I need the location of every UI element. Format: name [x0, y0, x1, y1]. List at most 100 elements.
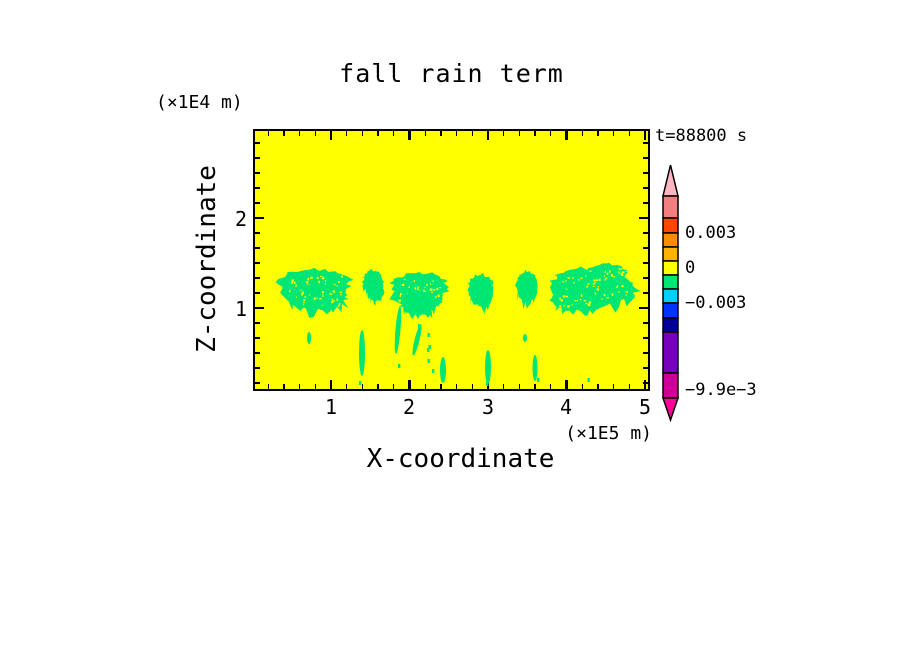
- field-speckle: [620, 272, 623, 274]
- tick-mark: [612, 384, 615, 389]
- field-speckle: [295, 296, 297, 298]
- tick-mark: [455, 384, 458, 389]
- field-speckle: [573, 282, 575, 284]
- colorbar-segment: [662, 288, 679, 304]
- field-speckle: [625, 291, 629, 293]
- field-speckle: [291, 282, 294, 284]
- field-speckle: [618, 271, 620, 274]
- field-speckle: [320, 275, 323, 277]
- field-speckle: [324, 279, 327, 282]
- field-speckle: [302, 291, 304, 294]
- tick-mark: [581, 131, 583, 136]
- tick-mark: [408, 380, 411, 389]
- fall-streak-dot: [428, 344, 431, 349]
- field-speckle: [404, 278, 406, 281]
- field-speckle: [604, 275, 605, 277]
- tick-mark: [534, 131, 536, 136]
- tick-mark: [440, 384, 442, 389]
- colorbar-segment: [662, 274, 679, 290]
- field-speckle: [576, 299, 578, 302]
- field-speckle: [331, 300, 334, 304]
- fall-streak: [307, 331, 312, 344]
- tick-mark: [639, 216, 648, 220]
- fall-streak: [394, 306, 402, 354]
- field-speckle: [565, 280, 567, 282]
- field-speckle: [595, 279, 598, 282]
- colorbar-tick-label: 0.003: [685, 223, 737, 243]
- field-speckle: [306, 281, 309, 284]
- tick-mark: [565, 131, 568, 140]
- colorbar-tick-label: −9.9e−3: [685, 380, 757, 400]
- field-speckle: [302, 303, 305, 306]
- field-speckle: [567, 305, 570, 308]
- field-speckle: [413, 280, 415, 283]
- tick-mark: [643, 157, 648, 159]
- tick-mark: [377, 131, 379, 136]
- tick-mark: [255, 367, 260, 369]
- tick-mark: [255, 202, 260, 204]
- field-speckle: [341, 275, 343, 278]
- tick-mark: [643, 202, 648, 204]
- tick-mark: [643, 247, 648, 249]
- tick-mark: [471, 131, 473, 136]
- tick-mark: [283, 384, 285, 389]
- tick-mark: [283, 131, 285, 136]
- colorbar-segment: [662, 246, 679, 262]
- field-speckle: [604, 270, 606, 273]
- tick-mark: [298, 131, 301, 136]
- tick-mark: [255, 157, 260, 159]
- tick-mark: [518, 131, 521, 136]
- tick-mark: [643, 380, 647, 389]
- tick-mark: [503, 131, 505, 136]
- colorbar-segment: [662, 372, 679, 399]
- x-tick-label: 3: [481, 395, 495, 419]
- field-speckle: [595, 282, 597, 284]
- anomaly-region: [582, 262, 628, 292]
- colorbar-segment: [661, 397, 680, 423]
- tick-mark: [314, 131, 316, 136]
- field-speckle: [594, 292, 597, 295]
- field-speckle: [332, 300, 335, 302]
- tick-mark: [440, 131, 442, 136]
- field-speckle: [429, 283, 431, 285]
- field-speckle: [559, 297, 561, 300]
- fall-streak-dot: [397, 363, 401, 368]
- tick-mark: [361, 131, 364, 136]
- field-speckle: [589, 270, 592, 272]
- field-speckle: [598, 278, 601, 282]
- plot-area: [253, 129, 650, 391]
- tick-mark: [534, 384, 536, 389]
- field-speckle: [609, 270, 611, 272]
- field-speckle: [408, 286, 410, 288]
- field-speckle: [620, 273, 624, 276]
- tick-mark: [503, 384, 505, 389]
- field-speckle: [586, 285, 588, 288]
- field-speckle: [308, 294, 310, 296]
- field-speckle: [583, 300, 587, 302]
- field-speckle: [437, 294, 440, 297]
- field-speckle: [319, 298, 322, 300]
- timestamp-label: t=88800 s: [655, 126, 748, 146]
- field-speckle: [316, 277, 319, 280]
- fall-streak: [412, 324, 422, 356]
- field-speckle: [338, 281, 340, 283]
- tick-mark: [643, 337, 648, 339]
- tick-mark: [643, 322, 648, 324]
- field-speckle: [562, 281, 565, 283]
- tick-mark: [518, 384, 521, 389]
- tick-mark: [455, 131, 458, 136]
- tick-mark: [597, 384, 599, 389]
- fall-streak-dot: [431, 369, 435, 373]
- x-axis-unit-label: (×1E5 m): [565, 423, 652, 444]
- tick-mark: [408, 131, 411, 140]
- field-speckle: [414, 287, 417, 290]
- tick-mark: [267, 384, 269, 389]
- field-speckle: [417, 286, 419, 289]
- y-axis-unit-label: (×1E4 m): [156, 92, 243, 113]
- tick-mark: [255, 292, 260, 294]
- field-speckle: [339, 303, 341, 306]
- tick-mark: [255, 247, 260, 249]
- tick-mark: [643, 131, 647, 140]
- field-speckle: [431, 291, 433, 294]
